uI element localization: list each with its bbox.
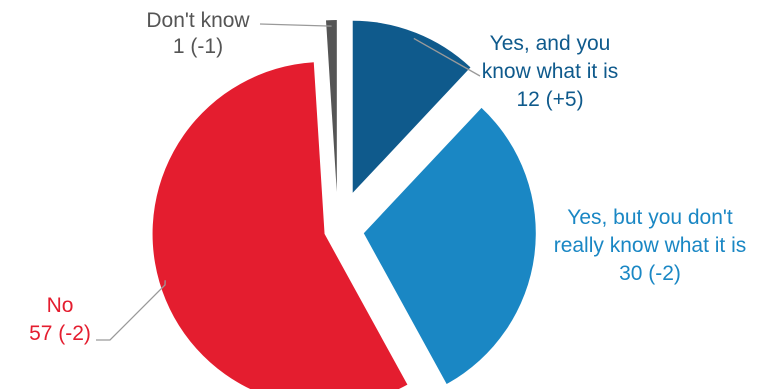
slice-label-yes-dont-know-line2: really know what it is [554,234,747,257]
slice-yes-know [352,20,471,193]
slice-value-yes-know: 12 (+5) [516,88,583,111]
slice-value-yes-dont-know: 30 (-2) [619,262,681,285]
slice-label-yes-know-line1: Yes, and you [490,32,611,55]
slice-dont-know [326,20,337,193]
leader-no [96,280,166,341]
leader-lines [96,23,481,341]
slice-label-no: No [47,294,74,317]
slice-value-dont-know: 1 (-1) [173,35,223,58]
slice-value-no: 57 (-2) [29,322,91,345]
slice-no [152,62,408,389]
slice-label-dont-know: Don't know [146,9,250,32]
pie-slices [152,20,536,389]
slice-label-yes-dont-know-line1: Yes, but you don't [567,206,733,229]
slice-label-yes-know-line2: know what it is [482,60,619,83]
slice-yes-dont-know [363,107,536,384]
leader-yes-know [413,37,481,77]
leader-dont-know [259,23,332,27]
